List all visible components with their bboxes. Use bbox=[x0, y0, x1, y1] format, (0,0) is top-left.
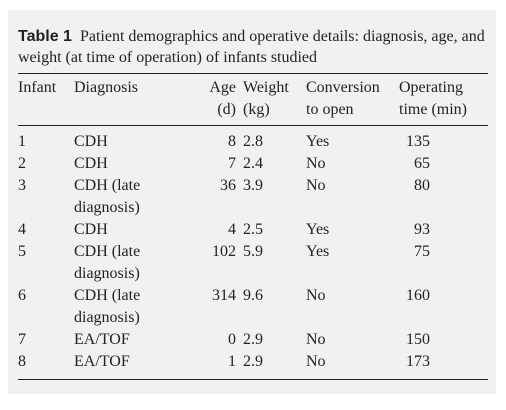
cell: CDH (late diagnosis) bbox=[74, 243, 141, 282]
cell: 80 bbox=[414, 177, 430, 194]
cell: 6 bbox=[18, 287, 26, 304]
header-text: (d) bbox=[217, 101, 236, 118]
cell: 75 bbox=[414, 243, 430, 260]
cell: Yes bbox=[306, 133, 330, 150]
cell: 2.8 bbox=[243, 133, 263, 150]
cell: 7 bbox=[18, 331, 26, 348]
table-panel bbox=[8, 10, 496, 394]
header-cell: Infant bbox=[18, 77, 74, 126]
cell: 2.5 bbox=[243, 221, 263, 238]
cell: 102 bbox=[212, 243, 236, 260]
cell: 1 bbox=[18, 133, 26, 150]
rule bbox=[18, 73, 488, 74]
cell: 36 bbox=[220, 177, 236, 194]
cell: 2.9 bbox=[243, 331, 263, 348]
cell: 2 bbox=[18, 155, 26, 172]
cell: CDH (late diagnosis) bbox=[74, 177, 141, 216]
table: Infant Diagnosis Age (d) Weight (kg) Conversio… bbox=[18, 77, 488, 380]
cell: 4 bbox=[228, 221, 236, 238]
header-text: to open bbox=[306, 101, 354, 118]
header-cell: Weight (kg) bbox=[236, 77, 300, 126]
header-text: Diagnosis bbox=[74, 79, 138, 96]
table-row: 3 CDH (late diagnosis) 36 3.9 No 80 bbox=[18, 175, 488, 219]
table-row: 1 CDH 8 2.8 Yes 135 bbox=[18, 126, 488, 154]
cell: 3 bbox=[18, 177, 26, 194]
cell: 65 bbox=[414, 155, 430, 172]
header-row: Infant Diagnosis Age (d) Weight (kg) Conversio… bbox=[18, 77, 488, 126]
cell: 160 bbox=[406, 287, 430, 304]
cell: 9.6 bbox=[243, 287, 263, 304]
header-cell: Conversion to open bbox=[300, 77, 394, 126]
cell: Yes bbox=[306, 243, 330, 260]
cell: CDH bbox=[74, 155, 108, 172]
cell: 3.9 bbox=[243, 177, 263, 194]
cell: 8 bbox=[18, 353, 26, 370]
cell: 2.4 bbox=[243, 155, 263, 172]
cell: 93 bbox=[414, 221, 430, 238]
caption-block: Table 1 Patient demographics and operativ… bbox=[18, 26, 490, 68]
cell: CDH bbox=[74, 221, 108, 238]
header-text: Weight bbox=[243, 79, 289, 96]
cell: 0 bbox=[228, 331, 236, 348]
cell: 135 bbox=[406, 133, 430, 150]
cell: 5 bbox=[18, 243, 26, 260]
header-text: Infant bbox=[18, 79, 57, 96]
header-cell: Diagnosis bbox=[74, 77, 158, 126]
cell: EA/TOF bbox=[74, 331, 130, 348]
cell: Yes bbox=[306, 221, 330, 238]
table-label: Table 1 bbox=[18, 28, 72, 45]
cell: 5.9 bbox=[243, 243, 263, 260]
header-cell: Age (d) bbox=[158, 77, 236, 126]
cell: 1 bbox=[228, 353, 236, 370]
cell: 2.9 bbox=[243, 353, 263, 370]
header-text: time (min) bbox=[399, 101, 467, 118]
cell: 173 bbox=[406, 353, 430, 370]
cell: 150 bbox=[406, 331, 430, 348]
cell: No bbox=[306, 155, 326, 172]
cell: EA/TOF bbox=[74, 353, 130, 370]
cell: No bbox=[306, 177, 326, 194]
header-cell: Operating time (min) bbox=[394, 77, 488, 126]
caption: Patient demographics and operative detai… bbox=[18, 28, 485, 66]
header-text: Conversion bbox=[306, 79, 380, 96]
cell: 314 bbox=[212, 287, 236, 304]
table-row: 2 CDH 7 2.4 No 65 bbox=[18, 153, 488, 175]
table-row: 5 CDH (late diagnosis) 102 5.9 Yes 75 bbox=[18, 241, 488, 285]
table-row: 4 CDH 4 2.5 Yes 93 bbox=[18, 219, 488, 241]
cell: No bbox=[306, 287, 326, 304]
cell: CDH bbox=[74, 133, 108, 150]
table-body: 1 CDH 8 2.8 Yes 135 2 CDH 7 2.4 No 65 3 CDH (late dia… bbox=[18, 126, 488, 380]
header-text: Age bbox=[209, 79, 236, 96]
cell: No bbox=[306, 331, 326, 348]
cell: 7 bbox=[228, 155, 236, 172]
table-row: 7 EA/TOF 0 2.9 No 150 bbox=[18, 329, 488, 351]
table-row: 6 CDH (late diagnosis) 314 9.6 No 160 bbox=[18, 285, 488, 329]
cell: CDH (late diagnosis) bbox=[74, 287, 141, 326]
cell: 4 bbox=[18, 221, 26, 238]
header-text: (kg) bbox=[243, 101, 270, 118]
cell: No bbox=[306, 353, 326, 370]
cell: 8 bbox=[228, 133, 236, 150]
header-text: Operating bbox=[399, 79, 463, 96]
table-row: 8 EA/TOF 1 2.9 No 173 bbox=[18, 351, 488, 380]
